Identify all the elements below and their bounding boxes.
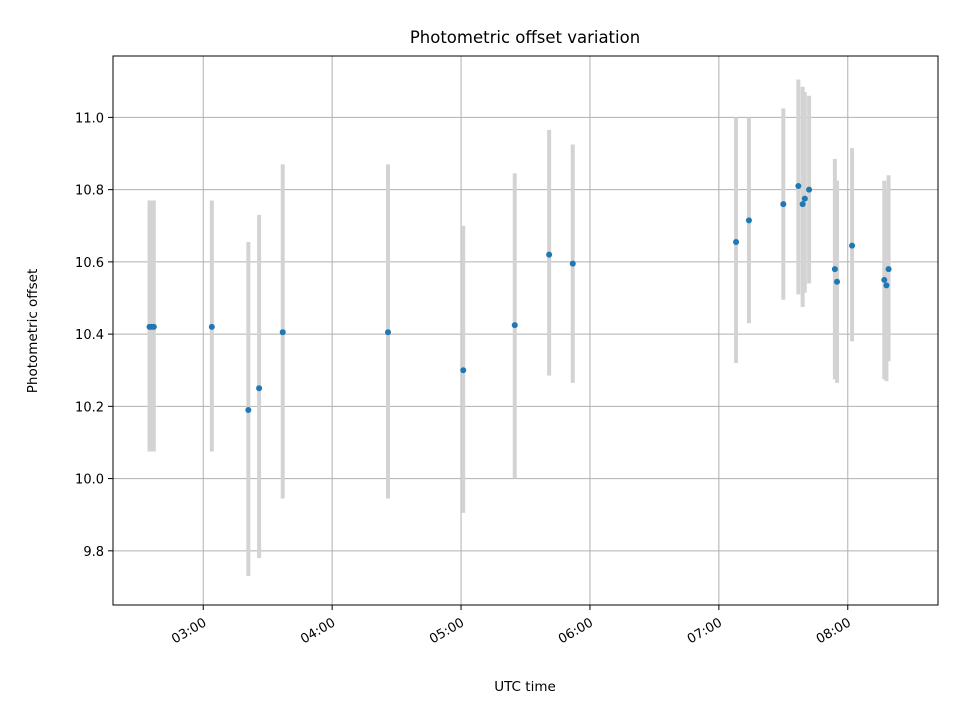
data-point [150, 323, 157, 330]
data-point [831, 266, 838, 273]
data-point [834, 278, 841, 285]
y-tick-label: 10.4 [75, 328, 104, 343]
data-point [279, 329, 286, 336]
y-tick-label: 10.0 [75, 473, 104, 488]
y-tick-label: 10.8 [75, 184, 104, 199]
data-point [881, 276, 888, 283]
chart-title: Photometric offset variation [410, 28, 640, 47]
data-point [569, 260, 576, 267]
data-point [208, 323, 215, 330]
y-tick-label: 11.0 [75, 111, 104, 126]
data-point [256, 385, 263, 392]
y-axis-ticks: 9.8 10.0 10.2 10.4 10.6 10.8 11.0 [75, 111, 113, 560]
y-tick-label: 9.8 [83, 545, 104, 560]
data-point [799, 201, 806, 208]
plot-frame [112, 55, 939, 606]
x-axis-label: UTC time [494, 679, 556, 695]
y-tick-label: 10.2 [75, 400, 104, 415]
data-point [546, 251, 553, 258]
data-point [849, 242, 856, 249]
data-point [733, 239, 740, 246]
data-points [146, 183, 892, 413]
data-point [885, 266, 892, 273]
y-axis-label: Photometric offset [25, 269, 41, 393]
data-point [460, 367, 467, 374]
data-point [795, 183, 802, 190]
data-point [385, 329, 391, 336]
data-point [780, 201, 787, 208]
data-point [245, 406, 252, 413]
grid [113, 56, 938, 605]
data-point [806, 186, 813, 193]
y-tick-label: 10.6 [75, 256, 104, 271]
data-point [511, 322, 518, 329]
data-point [745, 217, 752, 224]
data-point [801, 195, 808, 202]
data-point [883, 282, 890, 289]
